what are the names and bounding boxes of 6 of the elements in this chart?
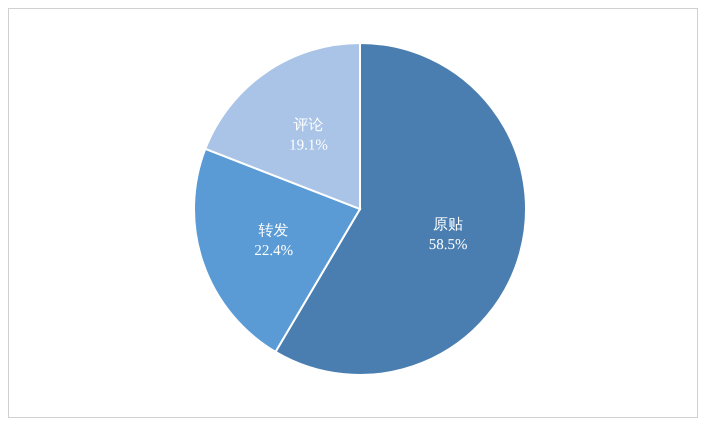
data-label: 22.4%	[254, 242, 294, 259]
slice-label: 评论	[293, 116, 324, 134]
slice-label: 原贴	[433, 216, 464, 234]
data-label: 58.5%	[428, 237, 468, 254]
slice-label: 转发	[258, 222, 289, 239]
data-label: 19.1%	[289, 138, 328, 154]
